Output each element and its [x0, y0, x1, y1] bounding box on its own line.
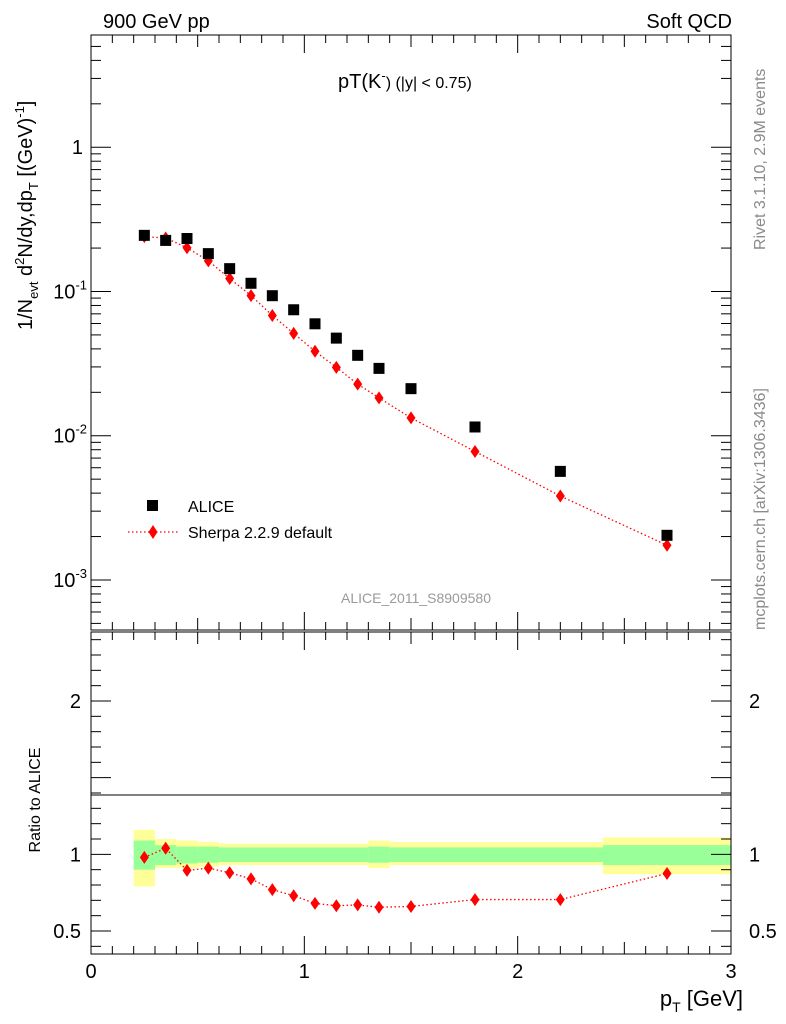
main-ytick-label: 10-2: [53, 422, 87, 448]
main-ticks: 1 10-1 10-2 10-3: [53, 34, 732, 630]
analysis-label: ALICE_2011_S8909580: [341, 590, 491, 606]
alice-point: [352, 349, 364, 361]
title-rest: ) (|y| < 0.75): [386, 75, 472, 92]
alice-point: [554, 465, 566, 477]
ratio-panel: 0 1 2 3 0.5 0.5 1 1 2 2 Ratio to ALICE pT [GeV]: [27, 631, 777, 1015]
main-ytick-label: 10-3: [53, 566, 87, 592]
ratio-sherpa-point: [353, 898, 363, 912]
alice-point: [405, 383, 417, 395]
alice-point: [181, 232, 193, 244]
alice-point: [202, 248, 214, 260]
ratio-sherpa-point: [662, 867, 672, 880]
ratio-band-inner: [389, 847, 603, 862]
title-main: pT(K: [338, 71, 382, 93]
sherpa-line: [144, 235, 668, 546]
sherpa-point: [246, 289, 256, 303]
alice-point: [469, 421, 481, 433]
alice-point: [330, 332, 342, 344]
alice-point: [224, 263, 236, 275]
ratio-bands: [133, 829, 731, 887]
sherpa-point: [289, 326, 299, 340]
ratio-sherpa-point: [470, 893, 480, 907]
main-ytick-label: 1: [72, 137, 83, 159]
mcplots-label: mcplots.cern.ch [arXiv:1306.3436]: [752, 388, 769, 630]
ratio-ytick-label: 1: [70, 844, 81, 866]
ratio-ylabel: Ratio to ALICE: [27, 748, 44, 853]
ratio-xtick-label: 1: [299, 961, 310, 983]
sherpa-point: [374, 391, 384, 405]
ratio-sherpa-point: [555, 893, 565, 907]
ratio-ytick-label: 0.5: [53, 921, 81, 943]
alice-point: [266, 290, 278, 302]
alice-point: [288, 304, 300, 316]
ratio-sherpa-point: [267, 883, 277, 897]
legend-alice-label: ALICE: [188, 499, 234, 516]
main-frame: [90, 34, 732, 631]
ratio-ytick-label-right: 0.5: [749, 921, 777, 943]
sherpa-point: [331, 360, 341, 374]
ratio-sherpa-point: [203, 861, 213, 875]
sherpa-point: [267, 309, 277, 323]
alice-point: [245, 277, 257, 289]
ratio-sherpa-point: [310, 896, 320, 910]
ratio-sherpa-point: [246, 872, 256, 886]
header-left: 900 GeV pp: [103, 11, 210, 33]
sherpa-point: [555, 489, 565, 503]
ratio-sherpa-series: [139, 841, 672, 914]
ratio-sherpa-point: [289, 889, 299, 903]
sherpa-point: [470, 444, 480, 458]
rivet-label: Rivet 3.1.10, 2.9M events: [752, 69, 769, 250]
ratio-frame: [90, 631, 732, 955]
plot-title: pT(K-) (|y| < 0.75): [338, 68, 472, 93]
alice-point: [373, 362, 385, 374]
ratio-band-inner: [197, 846, 219, 863]
sherpa-point: [310, 344, 320, 358]
ratio-ytick-label-right: 1: [749, 844, 760, 866]
alice-series: [138, 229, 673, 541]
sherpa-point: [662, 538, 672, 552]
ratio-band-inner: [368, 846, 390, 863]
title-sup: -: [381, 68, 385, 83]
ratio-sherpa-point: [406, 899, 416, 913]
main-panel: 1 10-1 10-2 10-3 pT(K-) (|y| < 0.75) 1/Nevt…: [12, 34, 732, 631]
ratio-band-inner: [219, 847, 369, 862]
ratio-sherpa-point: [139, 850, 149, 864]
alice-point: [138, 229, 150, 241]
alice-point: [661, 529, 673, 541]
alice-point: [160, 234, 172, 246]
ratio-xtick-label: 0: [85, 961, 96, 983]
ratio-band-inner: [176, 846, 198, 864]
ratio-ytick-label-right: 2: [749, 691, 760, 713]
ratio-band-inner: [155, 845, 177, 866]
ratio-sherpa-point: [225, 866, 235, 880]
ratio-ticks: 0 1 2 3 0.5 0.5 1 1 2 2: [53, 632, 777, 983]
ratio-sherpa-point: [161, 841, 171, 855]
legend-alice-marker: [147, 500, 158, 511]
legend: ALICE Sherpa 2.2.9 default: [128, 499, 333, 542]
sherpa-point: [182, 241, 192, 255]
sherpa-point: [225, 272, 235, 286]
ratio-xtick-label: 2: [512, 961, 523, 983]
sherpa-point: [353, 377, 363, 391]
sherpa-point: [406, 411, 416, 425]
main-ytick-label: 10-1: [53, 277, 87, 303]
legend-sherpa-marker: [148, 525, 158, 539]
main-ylabel: 1/Nevt d2N/dy,dpT [(GeV)-1]: [12, 101, 41, 330]
alice-point: [309, 318, 321, 330]
ratio-band-inner: [603, 845, 731, 866]
ratio-sherpa-point: [331, 899, 341, 913]
header-right: Soft QCD: [646, 11, 732, 33]
ratio-xlabel: pT [GeV]: [660, 986, 743, 1015]
ratio-sherpa-point: [374, 900, 384, 914]
ratio-ytick-label: 2: [70, 691, 81, 713]
legend-sherpa-label: Sherpa 2.2.9 default: [188, 525, 333, 542]
ratio-xtick-label: 3: [725, 961, 736, 983]
ratio-sherpa-line: [144, 847, 668, 908]
ratio-sherpa-point: [182, 863, 192, 877]
